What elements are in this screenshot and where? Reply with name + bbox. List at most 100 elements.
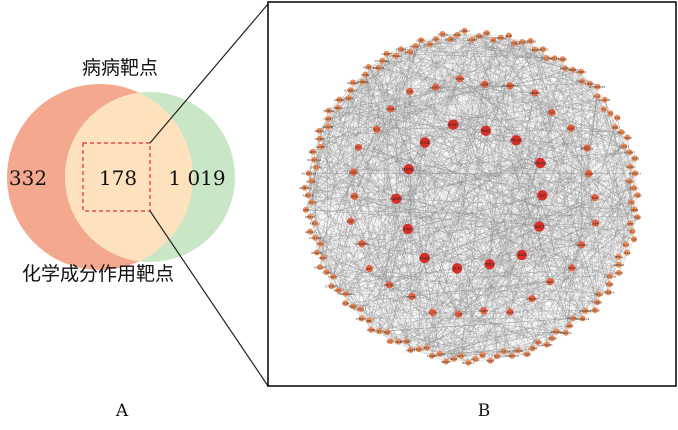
network-node-label: AR xyxy=(490,38,496,42)
network-node-dot xyxy=(480,125,491,136)
network-node-dot xyxy=(317,143,324,150)
network-node-dot xyxy=(325,123,332,130)
network-node: MET xyxy=(384,329,391,336)
network-node-dot xyxy=(582,307,589,314)
network-node: CRP xyxy=(627,220,633,227)
network-node-label: KDR xyxy=(395,340,403,344)
network-node: HDAC1 xyxy=(410,43,421,49)
network-node-label: ADH1B xyxy=(301,194,314,198)
network-node-label: UGT1A1 xyxy=(310,166,323,170)
network-node: PIK3R1 xyxy=(551,328,562,335)
network-node-dot xyxy=(313,164,320,171)
network-node-label: EDN1 xyxy=(349,170,358,174)
network-node-label: SULT1A1 xyxy=(307,158,321,162)
network-node-label: CDKN2A xyxy=(497,350,511,354)
network-node-dot xyxy=(330,273,337,280)
network-node-label: RXRA xyxy=(349,305,359,309)
network-node-dot xyxy=(506,82,514,90)
network-node-label: ESR1 xyxy=(482,31,491,35)
network-node: JUN xyxy=(451,263,463,274)
network-node-label: VEGFA xyxy=(533,161,547,165)
network-node-label: BAX xyxy=(479,353,486,357)
network-node-dot xyxy=(458,352,465,359)
network-node-dot xyxy=(313,249,320,256)
network-node: GPX1 xyxy=(630,206,639,213)
network-node-dot xyxy=(455,310,463,318)
network-node-dot xyxy=(583,144,591,152)
network-node-label: INSR xyxy=(367,328,376,332)
network-node-dot xyxy=(433,36,439,42)
network-node: POSTN xyxy=(311,249,323,256)
network-node-dot xyxy=(605,289,612,296)
network-node-label: FN1 xyxy=(317,242,324,246)
network-node-label: HSP90AB1 xyxy=(502,84,519,88)
network-node: ACE xyxy=(372,125,381,133)
network-node-dot xyxy=(376,328,383,335)
network-node-dot xyxy=(345,95,352,101)
network-node-dot xyxy=(497,34,504,41)
network-node: HSP90AA1 xyxy=(337,290,354,297)
network-node-dot xyxy=(454,31,461,38)
network-node-label: BCL2L1 xyxy=(462,361,474,365)
network-node-dot xyxy=(406,87,414,95)
network-node-label: VDR xyxy=(341,302,350,306)
network-node-label: SERPINE1 xyxy=(589,85,606,89)
network-node-dot xyxy=(407,49,414,55)
network-node: AR xyxy=(490,37,497,43)
network-node-label: EGFR xyxy=(419,256,430,260)
network-node-label: MAOA xyxy=(314,129,325,133)
network-node-dot xyxy=(601,96,608,103)
network-node-label: LTA4H xyxy=(381,52,392,56)
network-node-label: CCL2 xyxy=(615,271,624,275)
network-node-dot xyxy=(307,228,313,235)
network-node: HIF1A xyxy=(550,55,560,62)
network-node: KDR xyxy=(395,338,403,345)
network-node-label: MMP9 xyxy=(576,70,586,74)
network-node-dot xyxy=(395,338,402,345)
network-node-label: MYC xyxy=(481,129,490,133)
network-node: COL1A1 xyxy=(309,234,322,241)
network-node: IL17A xyxy=(428,308,438,316)
venn-left-count: 332 xyxy=(9,166,47,190)
network-node-dot xyxy=(312,234,319,241)
network-node-label: ADRB2 xyxy=(333,98,345,102)
network-node-dot xyxy=(391,193,402,204)
network-node-label: MCL1 xyxy=(457,354,466,358)
network-node-dot xyxy=(540,46,546,53)
network-node: ALB xyxy=(516,249,527,261)
network-node-label: F3 xyxy=(602,108,606,112)
network-node: OPRM1 xyxy=(357,78,368,85)
network-node: FGF2 xyxy=(347,217,355,225)
network-node: NOS2 xyxy=(630,155,640,162)
network-node-dot xyxy=(594,93,601,100)
network-node: CAV1 xyxy=(548,108,556,116)
network-node-label: GSK3B xyxy=(542,343,554,347)
network-node-label: F2 xyxy=(609,112,613,116)
network-node-label: TOP2A xyxy=(437,32,448,36)
network-node-dot xyxy=(415,346,422,353)
network-node: EPCAM xyxy=(314,264,326,271)
network-node-label: CDK1 xyxy=(479,309,488,313)
network-node: IKBKB xyxy=(592,299,603,306)
network-node-dot xyxy=(631,236,637,243)
network-node-dot xyxy=(515,347,521,354)
network-node-dot xyxy=(316,127,323,134)
network-node-dot xyxy=(309,148,316,155)
network-node-dot xyxy=(302,206,309,213)
network-node-label: CDK6 xyxy=(522,353,531,357)
network-node-label: TLR4 xyxy=(605,283,613,287)
network-node: SLC6A4 xyxy=(347,79,359,86)
network-node: CDK4 xyxy=(528,345,537,352)
network-node-dot xyxy=(494,353,501,360)
network-node-label: IL4 xyxy=(631,238,636,242)
network-node-dot xyxy=(350,168,358,176)
network-node: CYP1A1 xyxy=(516,39,529,45)
network-node-label: CASP9 xyxy=(427,354,438,358)
network-node-dot xyxy=(579,78,586,85)
network-node-label: IKBKB xyxy=(592,301,603,305)
network-node: RB1 xyxy=(494,353,501,360)
network-node-label: MMP2 xyxy=(560,67,570,71)
network-node-label: PTGS1 xyxy=(405,50,415,54)
network-node-label: CXCR4 xyxy=(384,283,395,287)
network-node-dot xyxy=(535,157,546,169)
